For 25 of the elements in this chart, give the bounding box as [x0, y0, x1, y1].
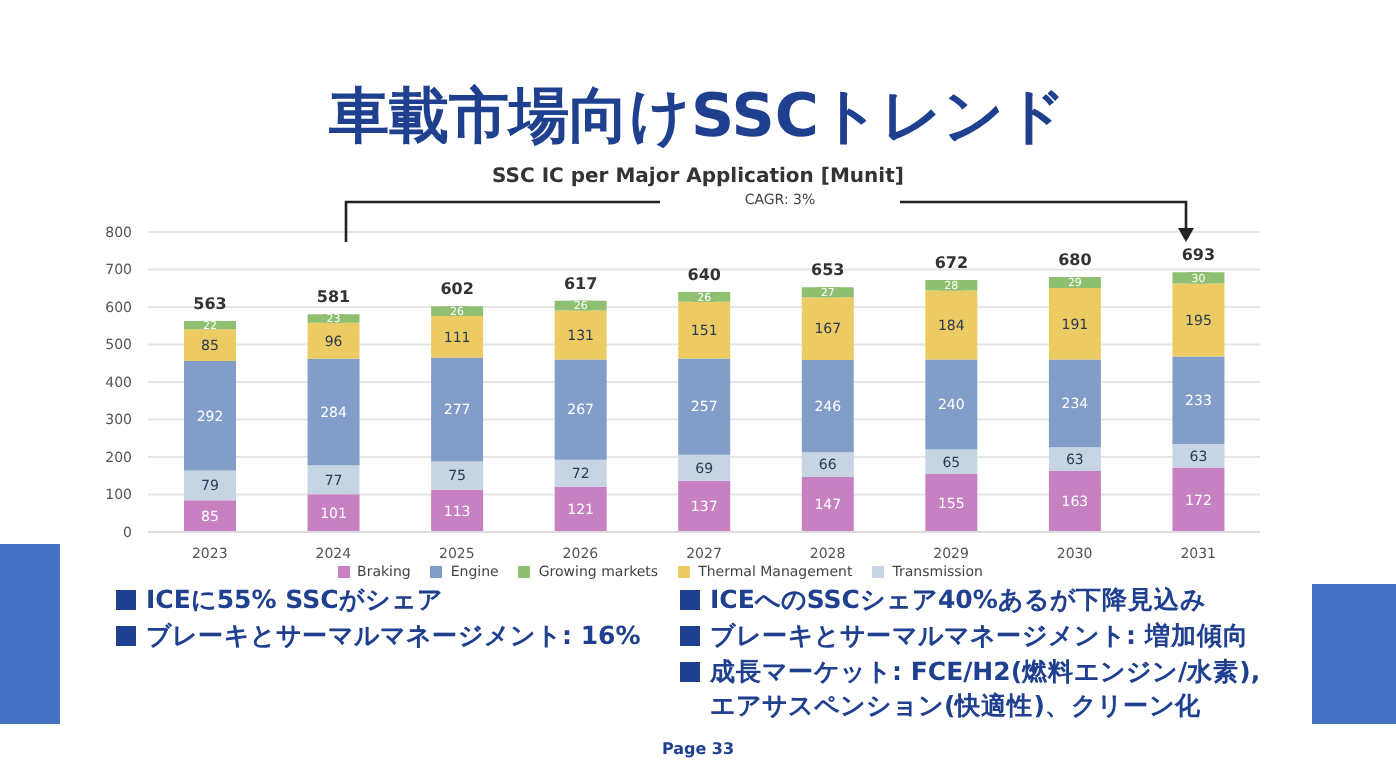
total-label: 617	[563, 274, 598, 293]
total-label: 563	[193, 294, 227, 313]
total-label: 653	[811, 261, 845, 280]
text: 成長マーケット: FCE/H2(燃料エンジン/水素), エアサスペンション(快適性)、クリーン化	[710, 656, 1263, 724]
bar	[554, 359, 607, 460]
total-label: 640	[687, 266, 722, 284]
total-label: 581	[316, 288, 352, 307]
text: ICEへのSSCシェア40%あるが下降見込み	[710, 584, 1206, 618]
bar	[184, 361, 236, 471]
total-label: 680	[1058, 251, 1093, 269]
text: ICEに55% SSCがシェア	[146, 584, 443, 618]
chart-title: 車載市場向けSSCトレンド	[327, 80, 1069, 156]
text: ブレーキとサーマルマネージメント: 16%	[146, 620, 641, 654]
total-label: 672	[934, 254, 969, 272]
bar	[925, 359, 978, 450]
chart-subtitle: SSC IC per Major Application [Munit]	[490, 166, 906, 188]
bar	[1172, 356, 1225, 444]
total-label: 693	[1181, 246, 1216, 265]
bar	[307, 358, 360, 466]
bar	[678, 358, 731, 455]
total-label: 602	[440, 280, 474, 299]
bar	[801, 359, 854, 453]
text: ブレーキとサーマルマネージメント: 増加傾向	[710, 620, 1249, 654]
bar	[431, 357, 484, 462]
text: Page 33	[659, 740, 737, 758]
